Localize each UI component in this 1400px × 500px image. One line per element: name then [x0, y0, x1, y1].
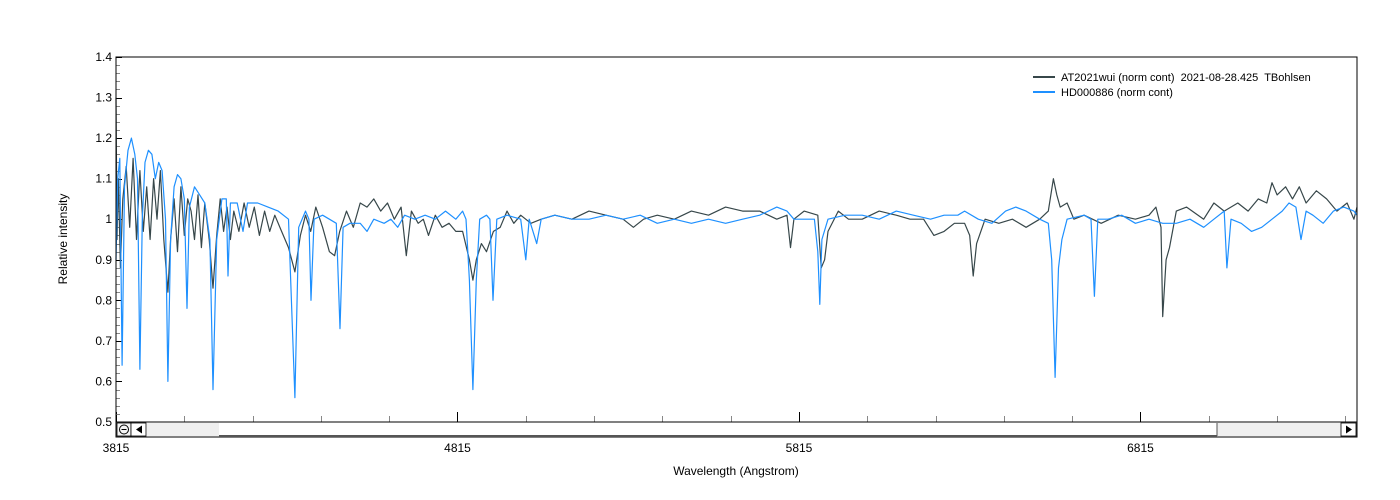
scrollbar-track-left[interactable]	[147, 423, 219, 436]
scrollbar-thumb[interactable]	[219, 423, 1217, 436]
series-lines	[115, 97, 1358, 399]
x-tick-labels: 3815 4815 5815 6815	[103, 441, 1155, 455]
legend-label-1: HD000886 (norm cont)	[1061, 87, 1173, 99]
zoom-out-button[interactable]	[116, 422, 132, 437]
horizontal-scrollbar[interactable]	[115, 421, 1358, 438]
x-tick-label: 3815	[103, 441, 130, 455]
y-tick-label: 1.2	[95, 131, 112, 145]
y-axis-title: Relative intensity	[56, 194, 70, 285]
y-tick-label: 0.8	[95, 293, 112, 307]
y-tick-labels: 0.5 0.6 0.7 0.8 0.9 1 1.1 1.2 1.3 1.4	[95, 50, 112, 429]
triangle-right-icon[interactable]	[1346, 425, 1352, 434]
y-tick-label: 0.5	[95, 415, 112, 429]
y-tick-label: 1.1	[95, 172, 112, 186]
x-tick-label: 5815	[786, 441, 813, 455]
scroll-left-button[interactable]	[130, 422, 147, 437]
triangle-left-icon[interactable]	[136, 425, 142, 434]
axis-ticks	[116, 57, 1346, 423]
y-tick-label: 0.7	[95, 334, 112, 348]
x-tick-label: 6815	[1127, 441, 1154, 455]
y-tick-label: 0.9	[95, 253, 112, 267]
x-tick-label: 4815	[444, 441, 471, 455]
x-axis-title: Wavelength (Angstrom)	[673, 464, 799, 478]
scroll-right-button[interactable]	[1340, 422, 1357, 437]
scrollbar-track-right[interactable]	[1217, 423, 1341, 436]
legend-label-0: AT2021wui (norm cont) 2021-08-28.425 TBo…	[1061, 72, 1311, 84]
series-line-0	[115, 97, 1358, 318]
zoom-out-icon[interactable]	[119, 424, 129, 435]
y-tick-label: 0.6	[95, 374, 112, 388]
y-tick-label: 1	[105, 212, 112, 226]
series-line-1	[115, 137, 1358, 399]
y-tick-label: 1.4	[95, 50, 112, 64]
legend: AT2021wui (norm cont) 2021-08-28.425 TBo…	[1033, 72, 1311, 99]
y-tick-label: 1.3	[95, 91, 112, 105]
